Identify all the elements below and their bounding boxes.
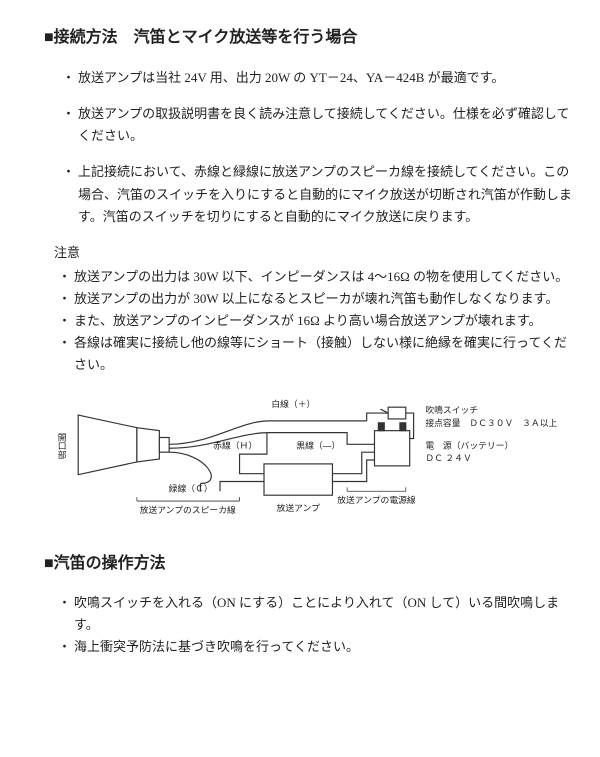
bullet-item: 放送アンプは当社 24V 用、出力 20W の YT－24、YA－424B が最… — [44, 67, 572, 89]
bullet-item: 上記接続において、赤線と緑線に放送アンプのスピーカ線を接続してください。この場合… — [44, 161, 572, 227]
label-amp-power-wire: 放送アンプの電源線 — [337, 494, 416, 505]
bullet-item: また、放送アンプのインピーダンスが 16Ω より高い場合放送アンプが壊れます。 — [44, 310, 572, 332]
bullet-item: 吹鳴スイッチを入れる（ON にする）ことにより入れて（ON して）いる間吹鳴しま… — [44, 592, 572, 636]
note-label: 注意 — [54, 242, 572, 264]
label-battery-spec: ＤＣ ２４Ｖ — [425, 453, 471, 463]
section2: ■汽笛の操作方法 吹鳴スイッチを入れる（ON にする）ことにより入れて（ON し… — [44, 550, 572, 657]
label-red-h: 赤線（Ｈ） — [213, 440, 257, 451]
bullet-item: 放送アンプの取扱説明書を良く読み注意して接続してください。仕様を必ず確認してくだ… — [44, 103, 572, 147]
bullet-item: 海上衝突予防法に基づき吹鳴を行ってください。 — [44, 636, 572, 658]
label-amp-speaker-wire: 放送アンプのスピーカ線 — [140, 504, 236, 515]
label-amp: 放送アンプ — [277, 502, 321, 513]
label-green-c: 緑線（Ｃ） — [169, 483, 213, 494]
section2-bullets: 吹鳴スイッチを入れる（ON にする）ことにより入れて（ON して）いる間吹鳴しま… — [44, 592, 572, 658]
wiring-diagram: 開口部 白線（＋） 赤線（Ｈ） 黒線（―） 緑線（Ｃ） 放送アンプのスピーカ線 … — [44, 392, 572, 527]
label-switch-spec: 接点容量 ＤＣ３０Ｖ ３Ａ以上 — [425, 417, 557, 428]
page: ■接続方法 汽笛とマイク放送等を行う場合 放送アンプは当社 24V 用、出力 2… — [0, 0, 600, 757]
bullet-item: 各線は確実に接続し他の線等にショート（接触）しない様に絶縁を確実に行ってください… — [44, 332, 572, 376]
label-black-minus: 黒線（―） — [296, 440, 340, 451]
section1-heading: ■接続方法 汽笛とマイク放送等を行う場合 — [44, 24, 572, 51]
section2-heading: ■汽笛の操作方法 — [44, 550, 572, 577]
label-white-plus: 白線（＋） — [271, 399, 315, 410]
label-opening: 開口部 — [57, 433, 67, 461]
section1-bullets: 放送アンプは当社 24V 用、出力 20W の YT－24、YA－424B が最… — [44, 67, 572, 228]
bullet-item: 放送アンプの出力が 30W 以上になるとスピーカが壊れ汽笛も動作しなくなります。 — [44, 288, 572, 310]
label-battery-title: 電 源（バッテリー） — [425, 441, 513, 451]
note-bullets: 放送アンプの出力は 30W 以下、インピーダンスは 4〜16Ω の物を使用してく… — [44, 266, 572, 376]
label-switch-title: 吹鳴スイッチ — [425, 404, 478, 415]
bullet-item: 放送アンプの出力は 30W 以下、インピーダンスは 4〜16Ω の物を使用してく… — [44, 266, 572, 288]
